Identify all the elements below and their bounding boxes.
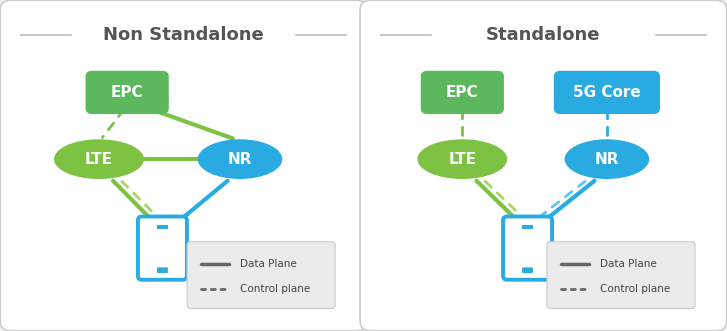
FancyBboxPatch shape [547,242,695,308]
Text: LTE: LTE [85,152,113,166]
Text: Data Plane: Data Plane [240,259,297,269]
Text: Non Standalone: Non Standalone [103,26,264,44]
Text: EPC: EPC [111,85,143,100]
Text: Control plane: Control plane [600,284,670,295]
FancyBboxPatch shape [503,216,552,280]
Bar [522,225,533,229]
Ellipse shape [54,139,144,179]
Text: LTE: LTE [449,152,476,166]
Ellipse shape [565,139,649,179]
FancyBboxPatch shape [421,71,504,114]
FancyBboxPatch shape [138,216,187,280]
Text: Control plane: Control plane [240,284,310,295]
FancyBboxPatch shape [522,267,533,273]
FancyBboxPatch shape [554,71,660,114]
FancyBboxPatch shape [360,0,727,331]
Bar [157,225,168,229]
Text: Standalone: Standalone [486,26,601,44]
Ellipse shape [198,139,282,179]
Ellipse shape [417,139,507,179]
Text: NR: NR [228,152,252,166]
Text: EPC: EPC [446,85,478,100]
FancyBboxPatch shape [157,267,168,273]
Text: 5G Core: 5G Core [573,85,640,100]
Text: NR: NR [595,152,619,166]
FancyBboxPatch shape [86,71,169,114]
FancyBboxPatch shape [187,242,335,308]
Text: Data Plane: Data Plane [600,259,656,269]
FancyBboxPatch shape [0,0,367,331]
